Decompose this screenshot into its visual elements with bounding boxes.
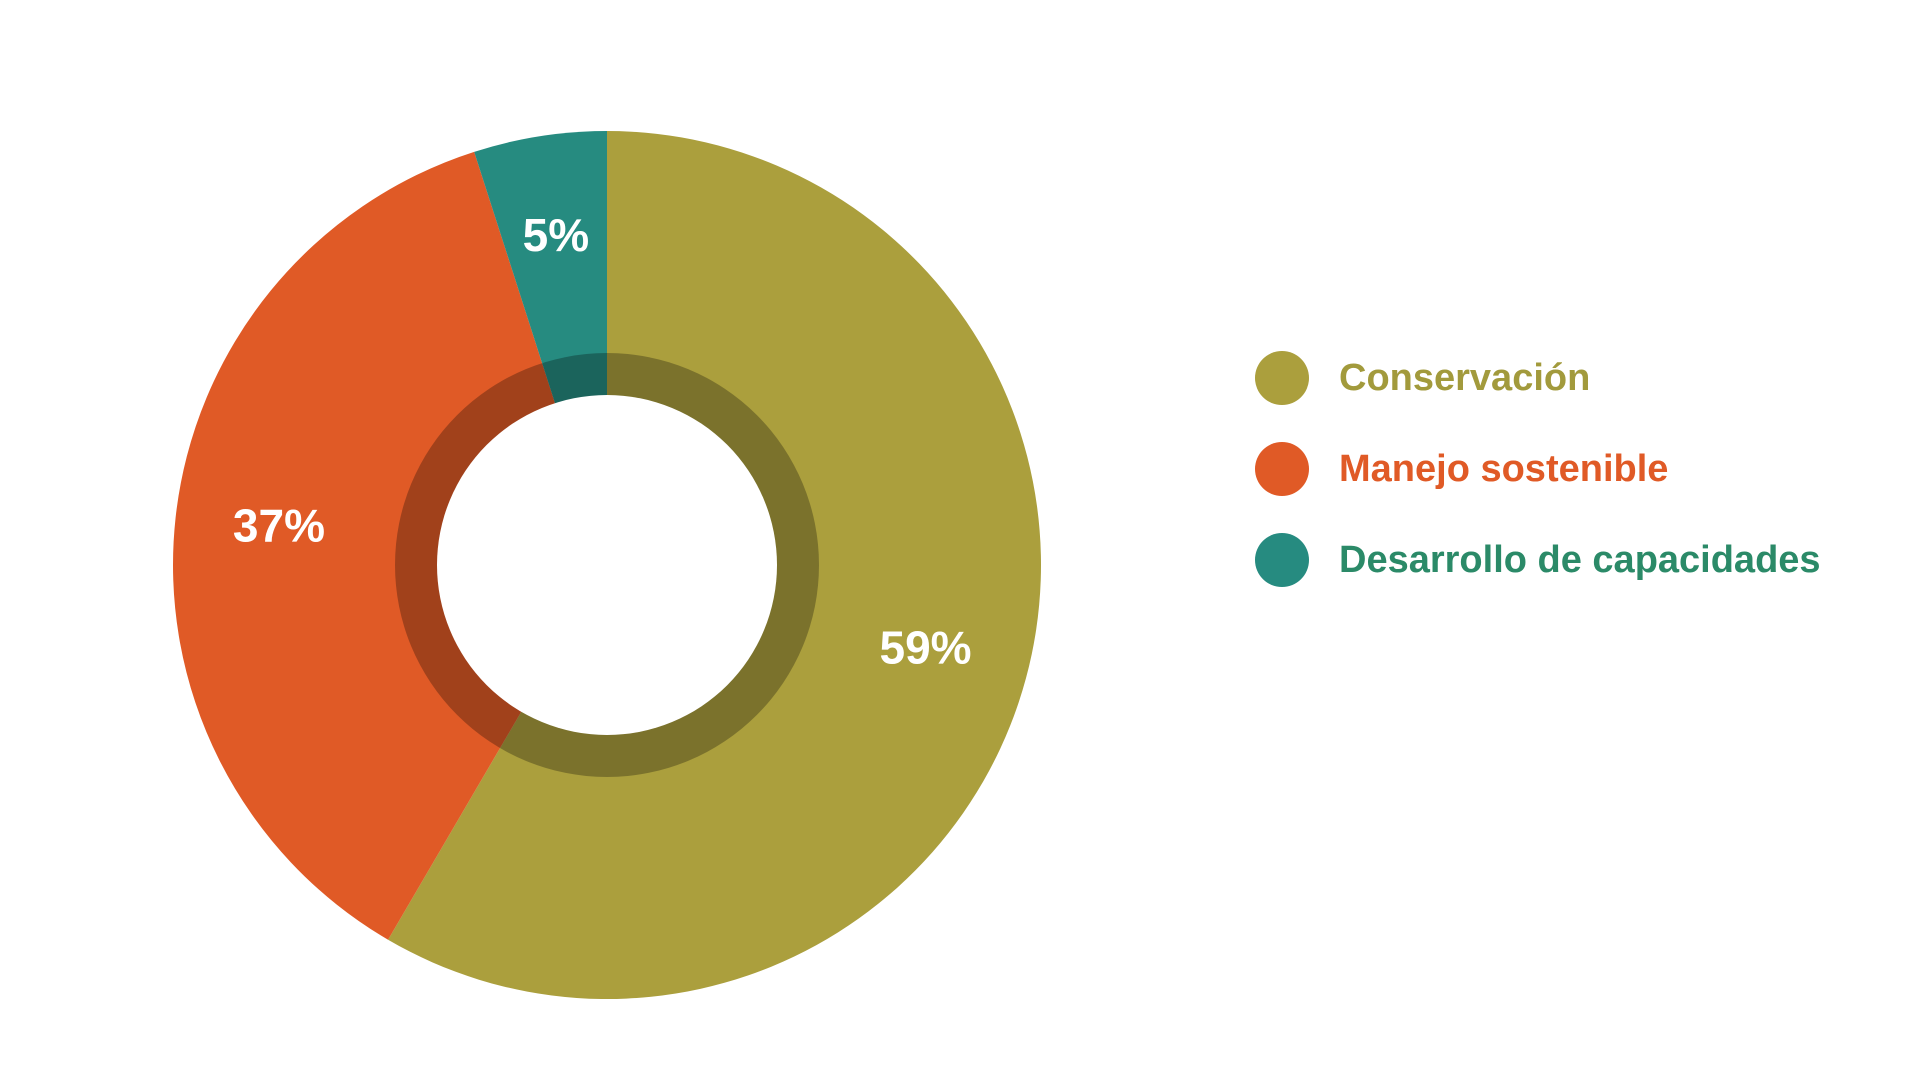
legend-swatch <box>1255 442 1309 496</box>
legend-item-manejo-sostenible: Manejo sostenible <box>1255 441 1821 497</box>
slice-value-label: 5% <box>523 209 589 261</box>
legend-swatch <box>1255 533 1309 587</box>
legend-label: Conservación <box>1339 356 1591 399</box>
legend-swatch <box>1255 351 1309 405</box>
slice-value-labels: 59% 37% 5% <box>233 209 972 673</box>
slice-value-label: 37% <box>233 499 325 551</box>
legend-label: Desarrollo de capacidades <box>1339 538 1821 581</box>
legend: Conservación Manejo sostenible Desarroll… <box>1255 350 1821 623</box>
legend-item-desarrollo-de-capacidades: Desarrollo de capacidades <box>1255 532 1821 588</box>
pie-slice <box>172 151 607 940</box>
legend-label: Manejo sostenible <box>1339 447 1669 490</box>
donut-hole <box>437 395 777 735</box>
legend-item-conservacion: Conservación <box>1255 350 1821 406</box>
slice-value-label: 59% <box>879 621 971 673</box>
